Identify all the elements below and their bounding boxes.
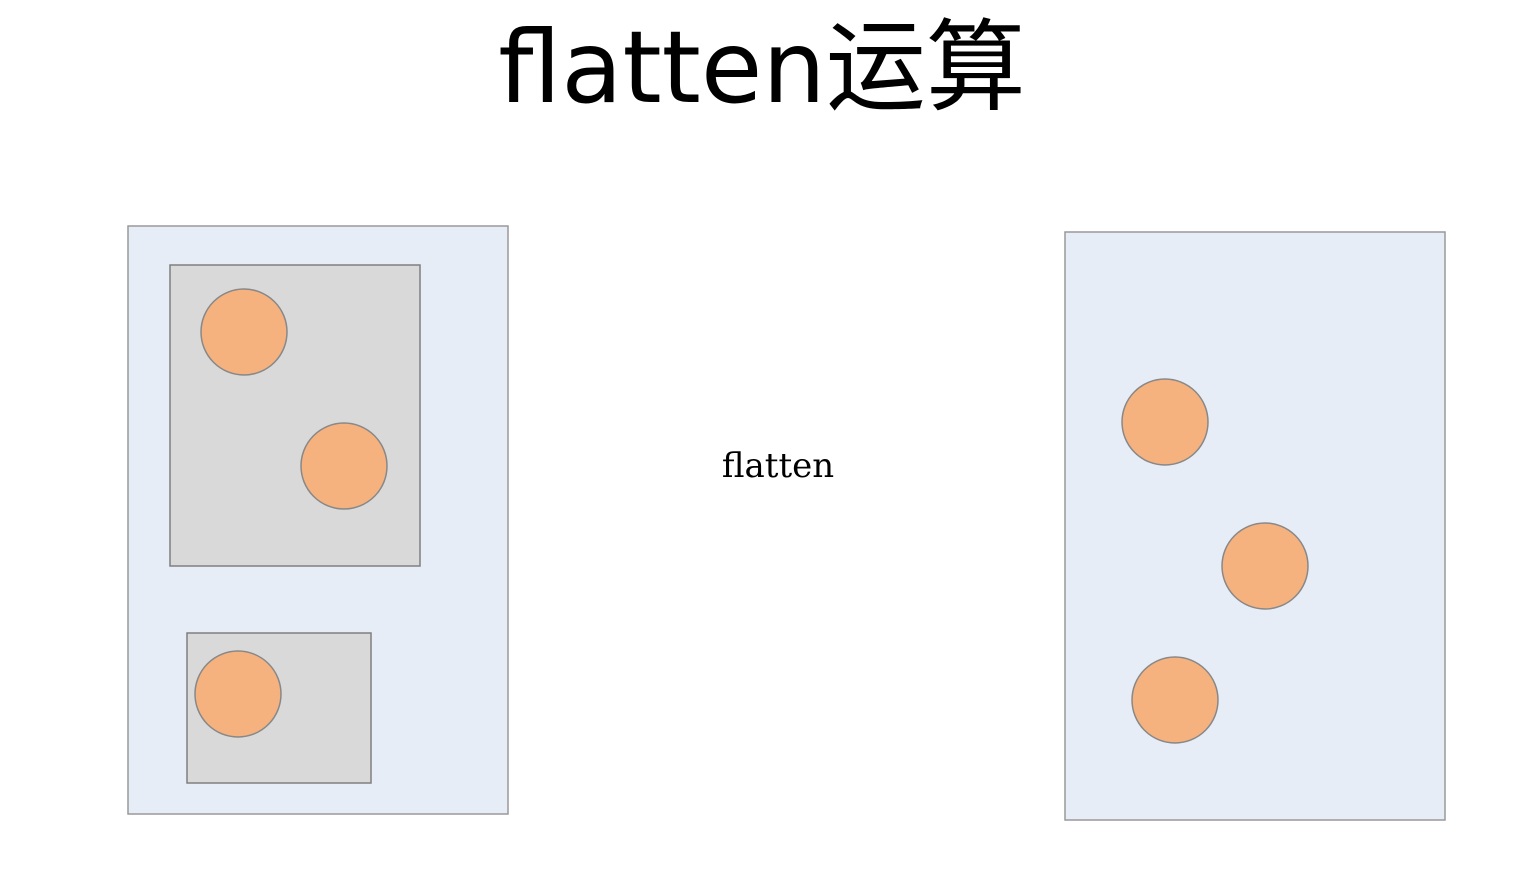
operation-label: flatten [722,446,834,486]
inner-box-1 [169,264,421,567]
element-circle [1131,656,1219,744]
element-circle [300,422,388,510]
page-title: flatten运算 [498,9,1026,126]
element-circle [200,288,288,376]
element-circle [1221,522,1309,610]
element-circle [1121,378,1209,466]
element-circle [194,650,282,738]
